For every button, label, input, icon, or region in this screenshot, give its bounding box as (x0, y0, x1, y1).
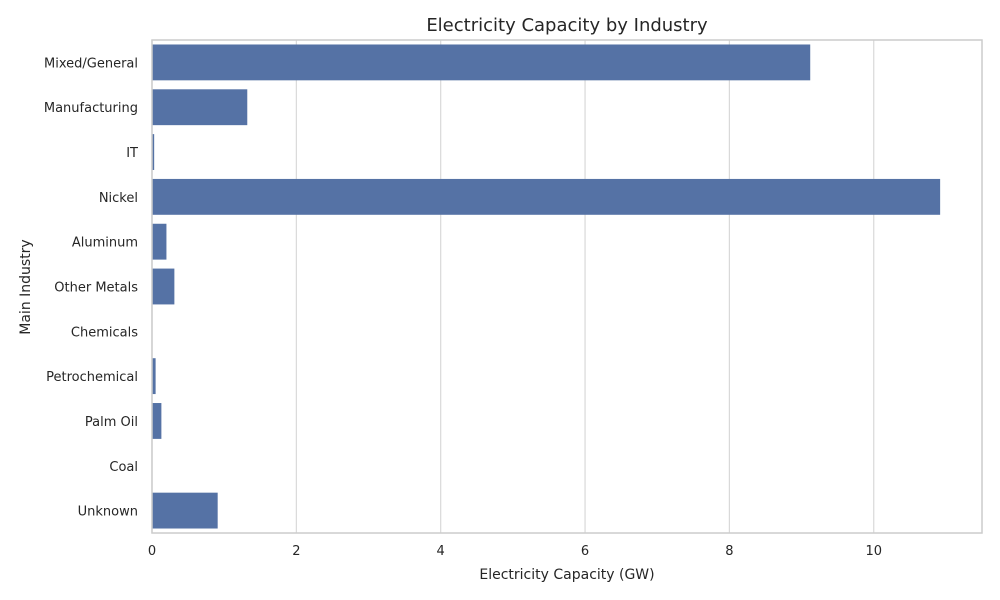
x-tick-label: 10 (865, 544, 882, 559)
bar (152, 268, 175, 305)
y-tick-label: Unknown (78, 505, 138, 520)
x-tick-label: 2 (292, 544, 300, 559)
plot-frame (151, 39, 983, 534)
x-tick-labels: 0 2 4 6 8 10 (148, 544, 882, 559)
x-tick-label: 4 (437, 544, 445, 559)
x-tick-label: 0 (148, 544, 156, 559)
y-tick-label: Petrochemical (46, 370, 138, 385)
y-tick-label: Other Metals (54, 281, 138, 296)
y-tick-label: Chemicals (71, 325, 138, 340)
y-tick-label: Nickel (99, 191, 138, 206)
bar (152, 89, 248, 126)
grid (151, 40, 875, 533)
bar (152, 492, 218, 529)
x-tick-label: 8 (725, 544, 733, 559)
y-tick-labels: Mixed/General Manufacturing IT Nickel Alumin… (44, 56, 138, 519)
x-axis-label: Electricity Capacity (GW) (479, 567, 654, 583)
y-tick-label: Aluminum (72, 236, 138, 251)
y-tick-label: IT (126, 146, 138, 161)
bar (152, 44, 811, 81)
y-tick-label: Mixed/General (44, 56, 138, 71)
bars (152, 44, 941, 529)
y-tick-label: Coal (109, 460, 138, 475)
bar (152, 403, 162, 439)
y-tick-label: Palm Oil (85, 415, 138, 430)
y-tick-label: Manufacturing (44, 101, 138, 116)
y-axis-label: Main Industry (18, 239, 34, 334)
chart-title: Electricity Capacity by Industry (426, 15, 708, 36)
bar (152, 358, 156, 395)
bar (152, 134, 155, 170)
bar (152, 223, 167, 260)
bar (152, 178, 941, 215)
x-tick-label: 6 (581, 544, 589, 559)
